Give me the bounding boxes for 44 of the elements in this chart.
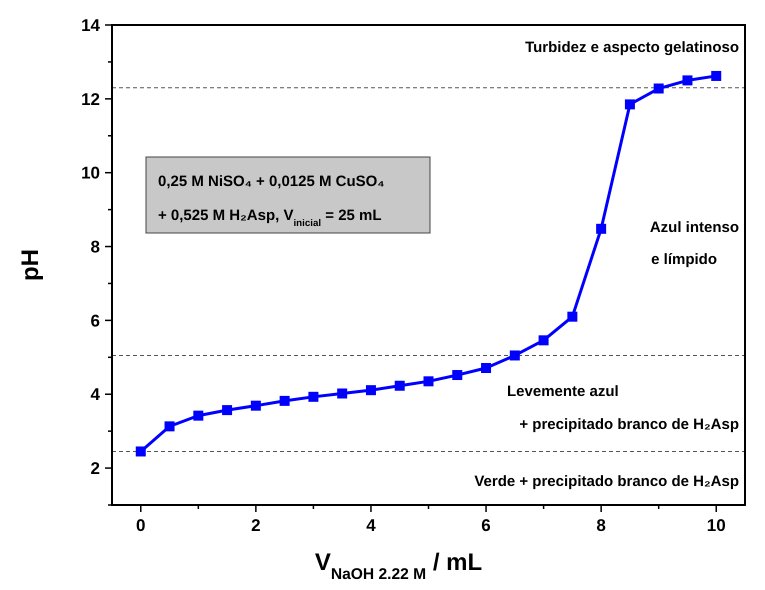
point bbox=[280, 396, 290, 406]
annotation: + precipitado branco de H₂Asp bbox=[519, 416, 739, 433]
y-tick-label: 12 bbox=[81, 90, 100, 109]
point bbox=[424, 376, 434, 386]
point bbox=[567, 312, 578, 322]
y-tick-label: 8 bbox=[90, 238, 100, 257]
y-tick-label: 2 bbox=[90, 459, 100, 478]
point bbox=[394, 380, 405, 391]
y-tick-label: 14 bbox=[81, 16, 101, 35]
y-tick-label: 10 bbox=[81, 164, 100, 183]
point bbox=[624, 99, 635, 110]
point bbox=[711, 70, 722, 81]
point bbox=[193, 410, 204, 421]
point bbox=[366, 385, 376, 396]
point bbox=[250, 400, 261, 411]
point bbox=[596, 224, 606, 234]
y-tick-label: 4 bbox=[90, 385, 101, 404]
x-axis-title: V$_{NaOH 2.22 M}$ / mL bbox=[314, 549, 482, 582]
x-tick-label: 6 bbox=[481, 516, 491, 535]
x-tick-label: 0 bbox=[136, 516, 146, 535]
point bbox=[538, 335, 549, 346]
point bbox=[510, 350, 520, 360]
annotation: e límpido bbox=[651, 251, 717, 268]
annotation: Verde + precipitado branco de H₂Asp bbox=[474, 473, 739, 490]
point bbox=[481, 363, 492, 374]
annotation: 0,25 M NiSO₄ + 0,0125 M CuSO₄ bbox=[158, 173, 384, 190]
annotation: Turbidez e aspecto gelatinoso bbox=[525, 39, 739, 56]
point bbox=[164, 421, 175, 432]
point bbox=[682, 75, 692, 86]
point bbox=[308, 392, 318, 402]
y-tick-label: 6 bbox=[90, 311, 100, 330]
point bbox=[136, 446, 146, 456]
point bbox=[654, 84, 664, 94]
annotation: Azul intenso bbox=[650, 219, 739, 236]
x-tick-label: 2 bbox=[251, 516, 261, 535]
point bbox=[452, 370, 462, 380]
annotation: + 0,525 M H₂Asp, V$_{inicial}$ = 25 mL bbox=[158, 207, 382, 228]
point bbox=[337, 388, 348, 398]
x-tick-label: 10 bbox=[706, 516, 726, 535]
point bbox=[222, 405, 232, 416]
x-tick-label: 4 bbox=[366, 516, 376, 535]
y-axis-title: pH bbox=[17, 249, 44, 281]
annotation: Levemente azul bbox=[507, 383, 619, 400]
x-tick-label: 8 bbox=[596, 516, 606, 535]
